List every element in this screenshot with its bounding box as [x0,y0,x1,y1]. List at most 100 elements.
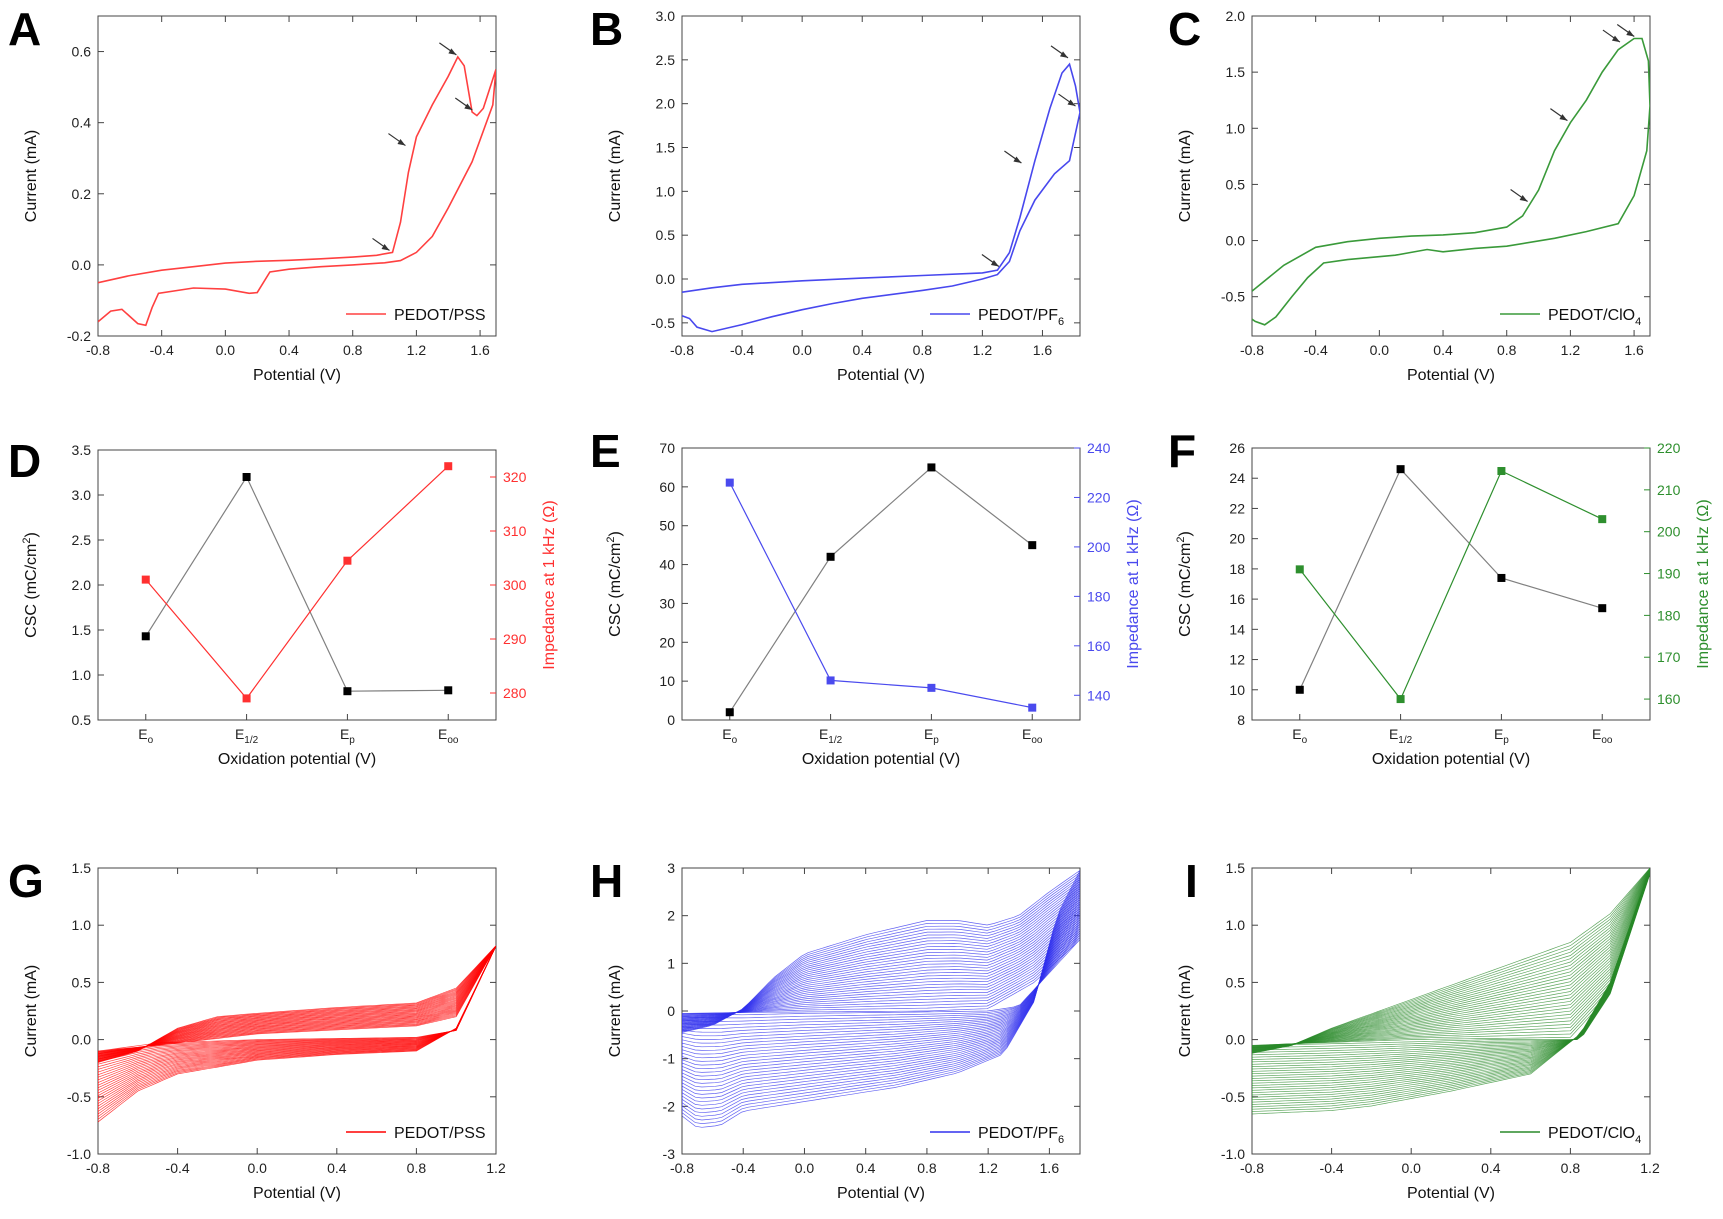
y-tick-right-label-E: 180 [1087,588,1111,604]
y-tick-label-G: -0.5 [67,1089,91,1105]
x-tick-label-B: 1.6 [1033,342,1053,358]
feature-arrowhead-C [1559,114,1568,121]
y-tick-label-F: 22 [1229,500,1245,516]
plot-frame-F [1251,447,1651,721]
feature-arrowhead-B [990,259,999,267]
plot-frame-B [681,15,1081,337]
x-tick-label-B: 1.2 [973,342,993,358]
legend-label-A: PEDOT/PSS [394,307,486,324]
x-tick-label-H: 0.4 [856,1160,876,1176]
y-tick-label-D: 3.0 [72,487,92,503]
y-axis-label-E: CSC (mC/cm2) [605,531,624,637]
y-tick-label-I: -1.0 [1221,1146,1245,1162]
y-tick-label-H: 3 [667,860,675,876]
y-tick-label-F: 10 [1229,682,1245,698]
x-tick-label-C: 1.6 [1624,342,1644,358]
y-tick-label-E: 30 [659,595,675,611]
x-axis-label-D: Oxidation potential (V) [218,751,376,768]
y-tick-label-C: 0.0 [1226,233,1246,249]
y-tick-label-B: 0.5 [656,227,676,243]
y-tick-label-F: 24 [1229,470,1245,486]
y-axis-label-B: Current (mA) [607,130,624,222]
chart-F: 8 10 12 14 16 18 20 22 24 26 Oxidation potential (… [1175,440,1712,768]
x-tick-label-H: 1.2 [978,1160,998,1176]
plot-frame-E [681,447,1081,721]
cv-curve-A [98,55,496,327]
impedance-marker-D [444,462,453,471]
x-axis-label-G: Potential (V) [253,1185,341,1202]
csc-line-E [729,466,1033,713]
y-tick-label-A: 0.4 [72,115,92,131]
category-label-D: Eoo [438,726,459,746]
impedance-marker-E [927,683,936,692]
y-tick-label-H: 2 [667,908,675,924]
x-axis-label-F: Oxidation potential (V) [1372,751,1530,768]
y-tick-label-H: 0 [667,1003,675,1019]
x-axis-label-H: Potential (V) [837,1185,925,1202]
cv-cycle-I [1252,872,1650,1053]
x-tick-label-C: 0.8 [1497,342,1517,358]
x-tick-label-G: 0.0 [247,1160,267,1176]
cv-cycle-I [1252,868,1650,1105]
y-tick-label-B: -0.5 [651,315,675,331]
cv-cycle-I [1252,871,1650,1075]
impedance-line-F [1299,470,1603,701]
y-tick-right-label-D: 310 [503,523,527,539]
y-tick-label-G: -1.0 [67,1146,91,1162]
chart-H: -0.8 -0.4 0.0 0.4 0.8 1.2 1.6 -3 -2 -1 0 1 2 3 Potenti… [607,860,1081,1202]
y-tick-right-label-D: 300 [503,577,527,593]
cv-cycle-H [682,939,1080,1016]
y-axis-right-label-F: Impedance at 1 kHz (Ω) [1695,499,1712,668]
cv-cycle-H [682,885,1080,1103]
y-tick-label-A: 0.6 [72,44,92,60]
y-tick-label-F: 8 [1237,712,1245,728]
csc-line-D [145,475,449,692]
cv-cycle-H [682,910,1080,1062]
y-tick-right-label-F: 170 [1657,649,1681,665]
cv-cycle-H [682,928,1080,1033]
x-tick-label-C: 0.0 [1370,342,1390,358]
cv-cycle-H [682,894,1080,1088]
y-tick-label-D: 1.0 [72,667,92,683]
impedance-line-E [729,482,1033,709]
y-tick-right-label-F: 160 [1657,691,1681,707]
x-tick-label-A: 0.4 [279,342,299,358]
legend-label-I: PEDOT/ClO4 [1548,1125,1641,1146]
impedance-line-D [145,465,449,700]
panel-letter-f: F [1168,425,1197,477]
chart-I: -0.8 -0.4 0.0 0.4 0.8 1.2 -1.0 -0.5 0.0 0.5 1.0 1.5… [1177,860,1660,1202]
category-label-F: E1/2 [1389,726,1413,746]
y-tick-label-H: -1 [663,1051,676,1067]
category-label-D: E1/2 [235,726,259,746]
cv-cycle-H [682,930,1080,1029]
csc-marker-D [141,632,150,641]
x-tick-label-B: 0.4 [852,342,872,358]
panel-letter-d: D [8,435,42,487]
cv-cycle-I [1252,872,1650,1058]
cv-cycle-I [1252,868,1650,1115]
cv-cycle-H [682,887,1080,1099]
feature-arrowhead-C [1626,29,1635,37]
feature-arrowhead-A [381,243,390,251]
category-label-F: Eo [1292,726,1307,746]
impedance-marker-F [1598,515,1607,524]
y-tick-label-I: -0.5 [1221,1089,1245,1105]
csc-marker-E [725,708,734,717]
cv-cycle-H [682,901,1080,1077]
cv-cycle-H [682,937,1080,1019]
cv-cycle-H [682,870,1080,1128]
x-axis-label-E: Oxidation potential (V) [802,751,960,768]
csc-marker-E [1028,541,1037,550]
y-tick-label-F: 16 [1229,591,1245,607]
y-tick-label-E: 70 [659,440,675,456]
x-tick-label-H: 0.0 [795,1160,815,1176]
y-tick-label-B: 2.5 [656,52,676,68]
x-tick-label-B: -0.8 [670,342,694,358]
y-tick-right-label-F: 220 [1657,440,1681,456]
impedance-marker-D [343,556,352,565]
cv-cycle-I [1252,869,1650,1091]
legend-label-B: PEDOT/PF6 [978,307,1064,328]
feature-arrowhead-A [448,48,457,55]
x-tick-label-A: -0.8 [86,342,110,358]
